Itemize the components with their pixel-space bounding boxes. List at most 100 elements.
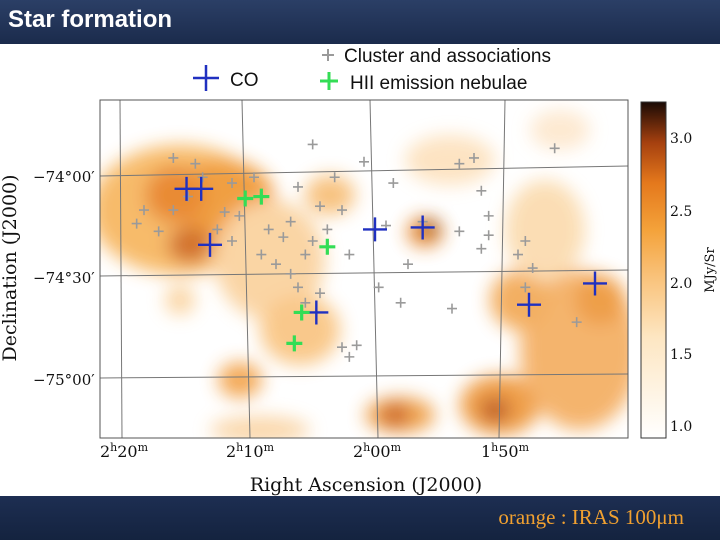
co-marker xyxy=(410,215,435,240)
cluster-marker xyxy=(483,210,494,221)
legend-label: Cluster and associations xyxy=(344,46,551,67)
cluster-marker xyxy=(234,210,245,221)
cluster-marker xyxy=(227,178,237,189)
cluster-marker xyxy=(337,342,347,353)
cluster-marker xyxy=(131,218,142,229)
cluster-marker xyxy=(483,230,494,241)
co-marker xyxy=(517,292,541,317)
cluster-marker xyxy=(183,191,193,202)
cluster-marker xyxy=(139,205,149,216)
co-marker xyxy=(583,271,607,296)
legend-item-co: CO xyxy=(193,65,259,91)
cluster-marker xyxy=(520,282,531,293)
coordinate-grid xyxy=(100,100,628,438)
cluster-marker xyxy=(278,232,289,243)
cluster-marker xyxy=(373,282,384,293)
footer-bar xyxy=(0,496,720,540)
cluster-marker-icon xyxy=(322,49,334,61)
cluster-marker xyxy=(285,268,296,279)
colorbar-label: MJy/Sr xyxy=(703,247,718,293)
cluster-marker xyxy=(395,297,406,308)
cluster-marker xyxy=(549,143,560,154)
co-marker-icon xyxy=(193,65,219,91)
y-tick-label: −75°00′ xyxy=(33,371,95,389)
plot-frame xyxy=(99,99,629,439)
cluster-marker xyxy=(153,226,164,237)
cluster-marker xyxy=(197,172,208,183)
x-tick-label: 2h20m xyxy=(100,441,149,461)
colorbar xyxy=(640,101,667,439)
colorbar-tick-label: 1.5 xyxy=(670,347,692,363)
cluster-marker xyxy=(322,224,333,235)
cluster-marker xyxy=(293,181,303,192)
cluster-marker xyxy=(571,317,582,328)
cluster-marker xyxy=(403,259,413,270)
x-tick-labels: 2h20m 2h10m 2h00m 1h50m xyxy=(100,441,530,461)
hii-marker xyxy=(253,188,270,205)
cluster-marker xyxy=(219,207,230,218)
y-tick-labels: −74°00′ −74°30′ −75°00′ xyxy=(33,168,95,389)
cluster-marker xyxy=(168,152,179,163)
cluster-marker xyxy=(388,178,399,189)
cluster-marker xyxy=(476,185,487,196)
legend-label: HII emission nebulae xyxy=(350,73,527,94)
hii-marker-icon xyxy=(320,72,338,90)
hii-marker xyxy=(319,238,336,255)
title-bar: Star formation xyxy=(0,0,720,44)
cluster-marker xyxy=(520,235,531,246)
co-marker xyxy=(198,232,222,257)
legend: Cluster and associations CO HII emission… xyxy=(193,46,551,94)
iras-emission-map xyxy=(100,100,628,438)
cluster-marker xyxy=(447,303,457,314)
hii-marker xyxy=(293,304,310,321)
co-marker xyxy=(363,217,387,242)
legend-item-cluster: Cluster and associations xyxy=(322,46,551,67)
x-tick-label: 2h00m xyxy=(353,441,402,461)
x-tick-label: 1h50m xyxy=(481,441,530,461)
cluster-marker xyxy=(344,351,355,362)
colorbar-ticks: 3.0 2.5 2.0 1.5 1.0 xyxy=(670,131,692,435)
cluster-marker xyxy=(293,282,303,293)
cluster-marker xyxy=(263,224,274,235)
cluster-marker xyxy=(469,152,479,163)
x-axis-label: Right Ascension (J2000) xyxy=(250,474,482,496)
y-tick-label: −74°00′ xyxy=(33,168,95,186)
cluster-marker xyxy=(527,263,538,274)
cluster-marker xyxy=(315,201,325,212)
legend-label: CO xyxy=(230,70,259,91)
cluster-marker xyxy=(307,235,318,246)
cluster-marker xyxy=(168,205,179,216)
slide-title: Star formation xyxy=(8,6,173,33)
colorbar-tick-label: 1.0 xyxy=(670,419,692,435)
co-marker xyxy=(189,176,214,201)
cluster-marker xyxy=(271,259,281,270)
cluster-marker xyxy=(329,172,340,183)
cluster-marker xyxy=(256,249,267,260)
x-tick-label: 2h10m xyxy=(226,441,275,461)
y-tick-label: −74°30′ xyxy=(33,269,95,287)
cluster-marker xyxy=(476,243,487,254)
cluster-marker xyxy=(315,288,325,299)
cluster-marker xyxy=(344,249,355,260)
cluster-marker xyxy=(454,158,465,169)
y-axis-label: Declination (J2000) xyxy=(0,174,21,361)
cluster-marker xyxy=(249,172,259,183)
colorbar-tick-label: 2.5 xyxy=(670,204,692,220)
legend-item-hii: HII emission nebulae xyxy=(320,72,527,94)
cluster-marker xyxy=(300,249,311,260)
cluster-marker xyxy=(190,158,201,169)
cluster-marker xyxy=(212,224,223,235)
cluster-marker xyxy=(351,340,362,351)
cluster-marker xyxy=(513,249,523,260)
cluster-marker xyxy=(227,235,237,246)
hii-marker xyxy=(286,335,303,352)
cluster-marker xyxy=(307,139,318,150)
cluster-marker xyxy=(359,156,369,167)
colorbar-tick-label: 3.0 xyxy=(670,131,692,147)
star-formation-chart: −74°00′ −74°30′ −75°00′ 2h20m 2h10m 2h00… xyxy=(0,46,718,496)
cluster-marker xyxy=(300,297,311,308)
cluster-marker xyxy=(337,205,347,216)
colorbar-tick-label: 2.0 xyxy=(670,276,692,292)
cluster-marker xyxy=(285,216,296,227)
